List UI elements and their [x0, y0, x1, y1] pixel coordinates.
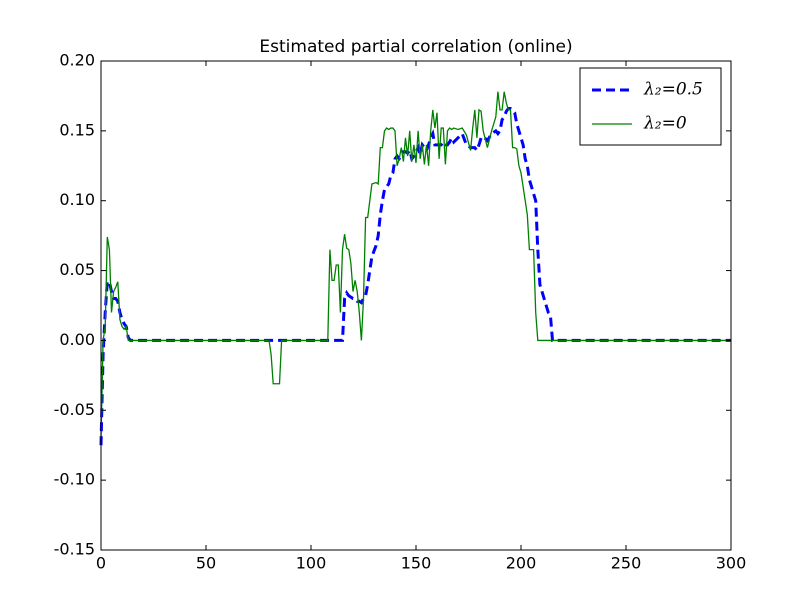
legend-label: λ₂=0.5	[643, 80, 703, 100]
legend-label: λ₂=0	[643, 114, 687, 134]
series-line	[100, 91, 731, 439]
legend-box	[579, 67, 722, 146]
chart-title: Estimated partial correlation (online)	[259, 37, 572, 57]
y-tick-label: -0.05	[54, 400, 95, 419]
x-tick-label: 50	[196, 554, 216, 573]
x-tick-label: 200	[506, 554, 537, 573]
y-tick-label: 0.10	[59, 190, 95, 209]
y-tick-label: 0.00	[59, 330, 95, 349]
y-tick-label: -0.15	[54, 540, 95, 559]
x-tick-label: 250	[611, 554, 642, 573]
y-tick-label: 0.20	[59, 51, 95, 70]
x-tick-label: 100	[296, 554, 327, 573]
x-tick-label: 0	[96, 554, 106, 573]
x-tick-label: 150	[401, 554, 432, 573]
y-tick-label: 0.05	[59, 260, 95, 279]
y-tick-label: 0.15	[59, 120, 95, 139]
x-tick-label: 300	[716, 554, 747, 573]
y-tick-label: -0.10	[54, 470, 95, 489]
